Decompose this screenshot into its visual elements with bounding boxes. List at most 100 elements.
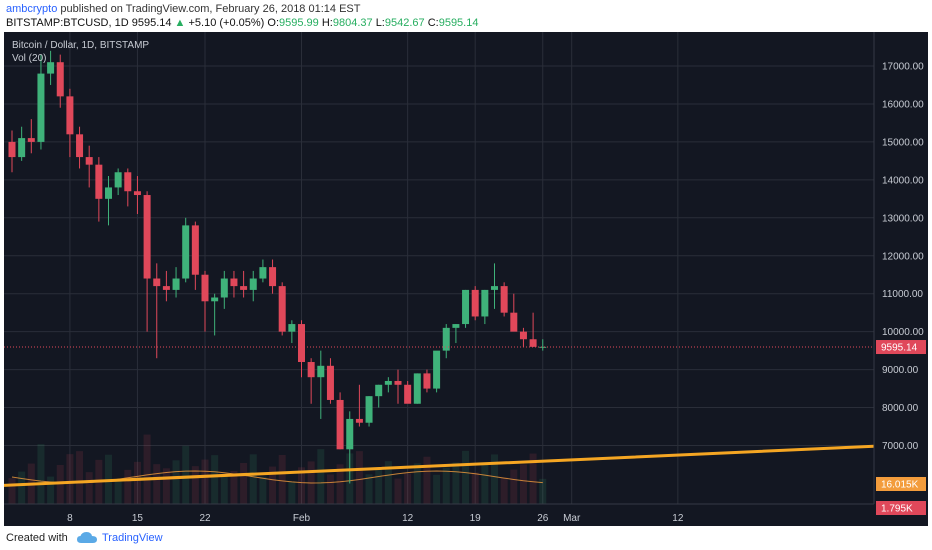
symbol-label: BITSTAMP:BTCUSD, 1D (6, 17, 129, 29)
volume-bar (481, 465, 488, 504)
candle (530, 313, 537, 347)
candle-body (134, 191, 141, 195)
volume-bar (395, 479, 402, 504)
volume-bar (173, 460, 180, 504)
candle (491, 263, 498, 309)
volume-bars (9, 435, 547, 504)
candle (308, 358, 315, 404)
candle-body (501, 286, 508, 313)
volume-bar (153, 464, 160, 504)
candle-body (240, 286, 247, 290)
volume-last-badge: 1.795K (881, 504, 913, 515)
candle-body (423, 373, 430, 388)
volume-bar (375, 468, 382, 504)
candle (443, 324, 450, 358)
candle (95, 157, 102, 222)
candle (481, 290, 488, 324)
volume-bar (317, 449, 324, 504)
candle-body (491, 286, 498, 290)
volume-bar (115, 480, 122, 504)
candle (115, 168, 122, 195)
volume-bar (18, 472, 25, 504)
candle (520, 328, 527, 347)
candle-body (173, 279, 180, 290)
volume-bar (240, 463, 247, 504)
volume-bar (66, 454, 73, 504)
volume-bar (510, 470, 517, 504)
y-tick-label: 13000.00 (882, 213, 924, 224)
candle (9, 131, 16, 173)
x-tick-label: 26 (537, 513, 549, 524)
candle (259, 260, 266, 283)
volume-bar (134, 462, 141, 504)
volume-bar (279, 455, 286, 504)
candle-body (163, 286, 170, 290)
created-with-text: Created with (6, 532, 68, 544)
volume-bar (144, 435, 151, 504)
last-price: 9595.14 (132, 17, 172, 29)
y-tick-label: 8000.00 (882, 403, 919, 414)
candle (452, 324, 459, 343)
candle-body (337, 400, 344, 449)
volume-bar (57, 465, 64, 504)
candle-body (37, 74, 44, 142)
x-tick-label: 22 (199, 513, 211, 524)
candlestick-chart[interactable]: 17000.00 16000.00 15000.00 14000.00 13000.00… (4, 32, 928, 526)
candle-body (269, 267, 276, 286)
candle (250, 271, 257, 301)
candle-body (433, 351, 440, 389)
candle (395, 370, 402, 404)
candle (202, 271, 209, 332)
candle-body (375, 385, 382, 396)
y-tick-label: 10000.00 (882, 327, 924, 338)
candle-body (115, 172, 122, 187)
volume-bar (288, 482, 295, 504)
volume-bar (9, 478, 16, 504)
candle-body (95, 165, 102, 199)
candle-body (298, 324, 305, 362)
volume-bar (250, 454, 257, 504)
candle-body (28, 138, 35, 142)
y-tick-label: 14000.00 (882, 175, 924, 186)
chart-panel[interactable]: 17000.00 16000.00 15000.00 14000.00 13000.00… (4, 32, 928, 526)
candle (375, 385, 382, 408)
y-tick-label: 12000.00 (882, 251, 924, 262)
candle-body (395, 381, 402, 385)
candle (472, 286, 479, 320)
y-tick-label: 15000.00 (882, 137, 924, 148)
y-tick-label: 11000.00 (882, 289, 923, 300)
candle-body (539, 347, 546, 348)
candle-body (192, 225, 199, 274)
tradingview-link[interactable]: TradingView (102, 532, 163, 544)
x-tick-label: 8 (67, 513, 73, 524)
volume-bar (37, 444, 44, 504)
candle-body (414, 373, 421, 403)
candle (144, 191, 151, 331)
candle-body (57, 62, 64, 96)
candle (47, 51, 54, 85)
volume-bar (443, 468, 450, 504)
symbol-ohlc-line: BITSTAMP:BTCUSD, 1D 9595.14 ▲ +5.10 (+0.… (6, 17, 478, 29)
candle (317, 351, 324, 419)
candle-body (124, 172, 131, 191)
candle (366, 396, 373, 426)
candle (279, 282, 286, 335)
candle-body (230, 279, 237, 287)
close-label: C: (428, 17, 439, 29)
candle (28, 119, 35, 153)
y-tick-label: 9000.00 (882, 365, 919, 376)
publication-line: ambcrypto published on TradingView.com, … (6, 3, 360, 15)
volume-bar (404, 473, 411, 504)
candle-body (66, 96, 73, 134)
candle (86, 146, 93, 188)
candle (182, 218, 189, 283)
close-value: 9595.14 (439, 17, 479, 29)
y-tick-label: 7000.00 (882, 441, 919, 452)
candle (173, 267, 180, 297)
candle-body (144, 195, 151, 278)
candle (211, 294, 218, 336)
candle-body (279, 286, 286, 332)
high-value: 9804.37 (333, 17, 373, 29)
author-link[interactable]: ambcrypto (6, 3, 57, 15)
candle (153, 263, 160, 358)
